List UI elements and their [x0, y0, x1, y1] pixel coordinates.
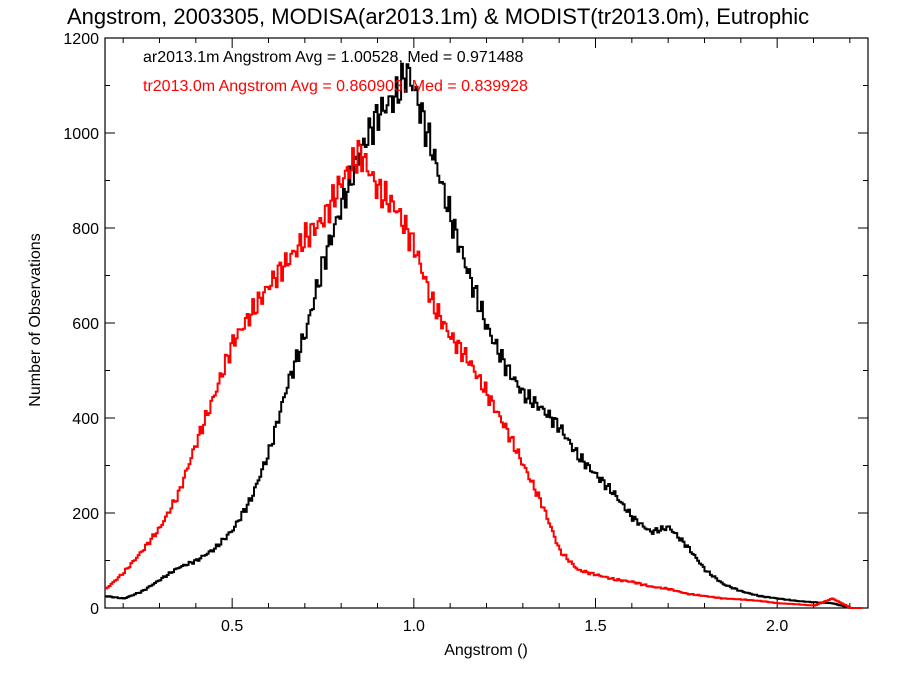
y-tick-label: 0: [90, 601, 99, 618]
legend: ar2013.1m Angstrom Avg = 1.00528, Med = …: [143, 49, 528, 95]
plot-frame: [104, 37, 869, 609]
x-tick-label: 1.0: [403, 618, 425, 635]
y-axis-label: Number of Observations: [27, 233, 44, 406]
x-tick-label: 1.5: [584, 618, 606, 635]
axis-ticks: 0.5 1.0 1.5 2.0 0 200 400 600 800 1000 1200: [63, 31, 868, 635]
legend-entry-1: ar2013.1m Angstrom Avg = 1.00528, Med = …: [143, 49, 524, 66]
series-line-1: [105, 62, 863, 609]
y-tick-label: 1000: [63, 126, 99, 143]
series-line-2: [105, 139, 863, 609]
series-layer: [105, 62, 863, 609]
y-tick-label: 600: [72, 316, 99, 333]
x-axis-label: Angstrom (): [444, 642, 528, 659]
chart-title: Angstrom, 2003305, MODISA(ar2013.1m) & M…: [67, 4, 809, 29]
y-tick-label: 1200: [63, 31, 99, 48]
x-tick-label: 0.5: [221, 618, 243, 635]
y-tick-label: 400: [72, 411, 99, 428]
y-tick-label: 200: [72, 506, 99, 523]
legend-entry-2: tr2013.0m Angstrom Avg = 0.860903, Med =…: [143, 78, 528, 95]
y-tick-label: 800: [72, 221, 99, 238]
x-tick-label: 2.0: [766, 618, 788, 635]
